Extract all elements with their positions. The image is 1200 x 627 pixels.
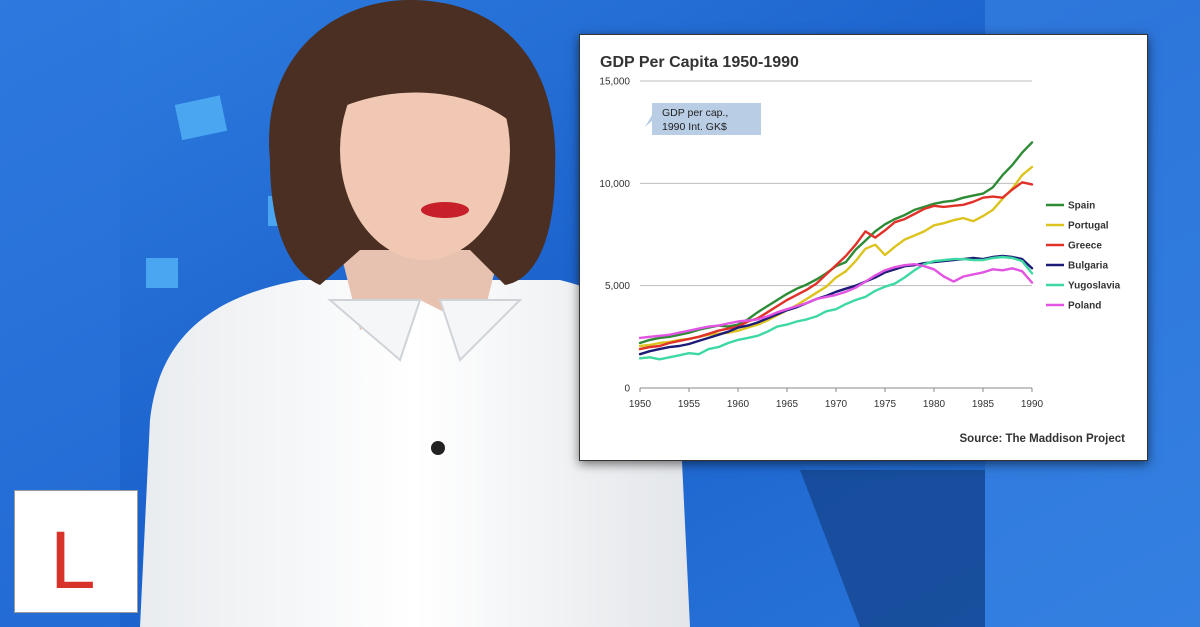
x-tick-label: 1950 <box>629 399 652 410</box>
channel-logo: L <box>14 490 138 613</box>
x-tick-label: 1965 <box>776 399 799 410</box>
legend-label-greece: Greece <box>1068 241 1102 252</box>
units-callout: GDP per cap., 1990 Int. GK$ <box>645 103 761 135</box>
legend-label-spain: Spain <box>1068 201 1095 212</box>
x-tick-label: 1990 <box>1021 399 1044 410</box>
x-tick-label: 1955 <box>678 399 701 410</box>
series-line-poland <box>638 262 1034 340</box>
x-tick-label: 1985 <box>972 399 995 410</box>
series-line-spain <box>638 141 1034 345</box>
series-line-bulgaria <box>638 254 1034 356</box>
y-tick-label: 10,000 <box>599 179 630 190</box>
callout-line-1: GDP per cap., <box>662 107 728 119</box>
chart-title: GDP Per Capita 1950-1990 <box>600 54 799 71</box>
x-tick-label: 1975 <box>874 399 897 410</box>
x-tick-label: 1960 <box>727 399 750 410</box>
axes: 0 5,000 10,000 15,000 1950 1955 1960 1965 1970 19… <box>599 77 1043 411</box>
x-tick-label: 1980 <box>923 399 946 410</box>
series-line-yugoslavia <box>638 255 1034 361</box>
series-lines <box>638 141 1034 361</box>
series-line-greece <box>638 181 1034 351</box>
legend-label-poland: Poland <box>1068 301 1101 312</box>
gdp-chart-card: GDP Per Capita 1950-1990 0 5,000 10,000 15,… <box>579 34 1148 461</box>
gdp-line-chart: GDP Per Capita 1950-1990 0 5,000 10,000 15,… <box>599 54 1126 445</box>
x-tick-label: 1970 <box>825 399 848 410</box>
series-line-portugal <box>638 165 1034 348</box>
y-tick-label: 5,000 <box>605 281 630 292</box>
presenter-figure <box>140 0 690 627</box>
legend: Spain Portugal Greece Bulgaria Yugoslavia Pol… <box>1046 201 1121 312</box>
legend-label-bulgaria: Bulgaria <box>1068 261 1108 272</box>
y-tick-label: 15,000 <box>599 77 630 88</box>
logo-letter: L <box>50 515 96 606</box>
callout-line-2: 1990 Int. GK$ <box>662 121 727 133</box>
source-note: Source: The Maddison Project <box>960 433 1126 445</box>
logo-mark: L <box>50 515 96 606</box>
legend-label-portugal: Portugal <box>1068 221 1109 232</box>
legend-label-yugoslavia: Yugoslavia <box>1068 281 1121 292</box>
y-tick-label: 0 <box>624 384 630 395</box>
